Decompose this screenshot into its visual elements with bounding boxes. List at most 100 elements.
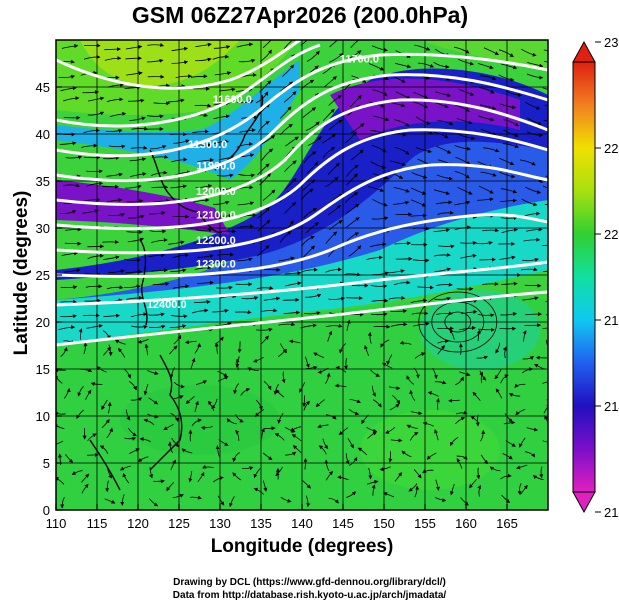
colorbar: 210 214 218 222 226 230 [572, 35, 619, 520]
streamline [279, 106, 292, 119]
streamline [106, 467, 113, 479]
streamline [306, 50, 320, 62]
colorbar-tick-label: 214 [604, 399, 619, 414]
streamline [212, 139, 229, 145]
streamline [381, 362, 393, 369]
streamline [313, 352, 324, 358]
streamline [413, 367, 420, 379]
streamline [526, 227, 543, 232]
streamline [119, 465, 131, 471]
x-tick-label: 130 [209, 516, 231, 531]
streamline [522, 355, 534, 360]
streamline [125, 269, 143, 274]
streamline [279, 231, 292, 244]
streamline [190, 357, 196, 369]
streamline [478, 327, 495, 332]
streamline [371, 144, 387, 153]
streamline [126, 295, 143, 300]
contour-label: 11900.0 [196, 161, 235, 173]
streamline [498, 74, 515, 82]
streamline [302, 107, 317, 118]
contour-label: 11300.0 [188, 139, 227, 151]
streamline [412, 92, 429, 99]
streamline [172, 494, 184, 499]
streamline [338, 427, 349, 436]
streamline [500, 473, 512, 480]
streamline [386, 354, 393, 366]
colorbar-tick-label: 210 [604, 505, 619, 520]
streamline [302, 480, 311, 489]
streamline [411, 311, 429, 316]
streamline [181, 448, 193, 454]
streamline [329, 40, 343, 48]
streamline [128, 381, 137, 391]
streamline [307, 136, 322, 146]
streamline [147, 370, 159, 376]
streamline [131, 126, 149, 131]
streamline [148, 312, 165, 317]
streamline [543, 49, 548, 52]
streamline [61, 44, 79, 49]
streamline [124, 85, 142, 90]
streamline [193, 300, 211, 305]
streamline [325, 231, 338, 244]
streamline [542, 185, 548, 189]
streamline [458, 134, 476, 141]
streamline [216, 286, 233, 290]
streamline [130, 145, 148, 150]
streamline [124, 258, 141, 263]
streamline [532, 475, 544, 481]
streamline [372, 198, 388, 207]
streamline [522, 257, 539, 262]
streamline [129, 116, 146, 121]
streamline [194, 400, 199, 413]
streamline [197, 280, 214, 285]
streamline [85, 284, 103, 289]
streamline [170, 314, 188, 319]
streamline [124, 437, 137, 441]
streamline [151, 185, 169, 190]
streamline [143, 418, 155, 426]
streamline [305, 356, 310, 368]
streamline [414, 352, 426, 359]
streamline [103, 346, 112, 356]
streamline [300, 323, 317, 329]
streamline [454, 225, 472, 231]
streamline [454, 171, 470, 179]
streamline [173, 139, 190, 144]
streamline [125, 184, 142, 189]
streamline [516, 464, 528, 470]
streamline [372, 89, 388, 97]
streamline [434, 497, 447, 503]
streamline [501, 494, 511, 504]
streamline [282, 64, 295, 77]
streamline [80, 143, 98, 148]
streamline [388, 269, 405, 274]
streamline [60, 299, 77, 304]
streamline [263, 267, 281, 272]
streamline [329, 220, 343, 231]
streamline [81, 473, 90, 483]
streamline [345, 491, 356, 498]
streamline [544, 104, 548, 107]
streamline [547, 162, 548, 164]
streamline [483, 47, 499, 55]
streamline [65, 454, 74, 464]
streamline [322, 146, 336, 159]
streamline [302, 395, 307, 408]
contour-label: 11700.0 [340, 54, 379, 66]
streamline [549, 257, 565, 258]
colorbar-tick-label: 218 [604, 313, 619, 328]
streamline [303, 151, 317, 164]
streamline [234, 310, 252, 315]
streamline [434, 267, 451, 272]
streamline [84, 272, 102, 277]
streamline [502, 453, 513, 460]
contour-label: 12300.0 [196, 258, 236, 270]
streamline [213, 45, 231, 49]
streamline [108, 144, 126, 149]
streamline [149, 229, 167, 234]
streamline [87, 96, 105, 102]
streamline [275, 389, 285, 398]
